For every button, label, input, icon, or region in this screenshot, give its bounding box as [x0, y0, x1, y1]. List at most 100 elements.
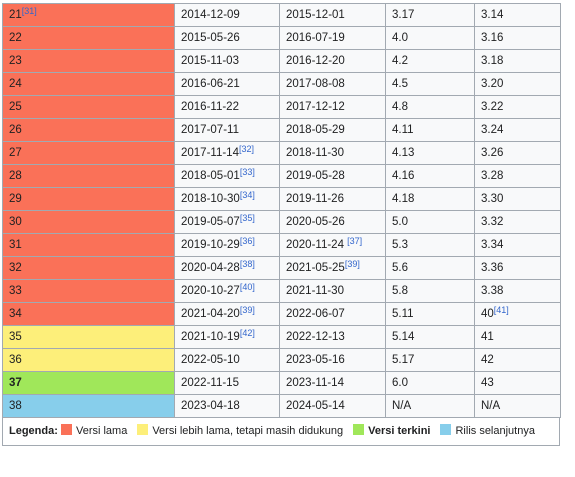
table-cell: 2019-05-28: [279, 164, 386, 188]
table-cell: 4.2: [385, 49, 475, 73]
cell-text: 4.8: [392, 101, 408, 113]
reference-link[interactable]: [31]: [21, 6, 37, 16]
cell-text: 4.13: [392, 147, 415, 159]
table-cell: 5.11: [385, 302, 475, 326]
version-cell: 30: [2, 210, 175, 234]
reference-link[interactable]: [39]: [239, 305, 255, 315]
release-table: 21[31] 2014-12-09 2015-12-01 3.17 3.14 22 2015…: [2, 3, 561, 418]
table-row: 35 2021-10-19[42] 2022-12-13 5.14 41: [2, 325, 561, 349]
table-row: 29 2018-10-30[34] 2019-11-26 4.18 3.30: [2, 187, 561, 211]
cell-text: 3.30: [481, 193, 504, 205]
cell-text: 2020-05-26: [286, 216, 345, 228]
cell-text: 3.18: [481, 55, 504, 67]
cell-text: 37: [9, 377, 22, 389]
table-cell: 2020-10-27[40]: [174, 279, 280, 303]
table-cell: 2022-11-15: [174, 371, 280, 395]
version-cell: 26: [2, 118, 175, 142]
table-cell: 2015-11-03: [174, 49, 280, 73]
table-cell: 2021-11-30: [279, 279, 386, 303]
table-row: 21[31] 2014-12-09 2015-12-01 3.17 3.14: [2, 3, 561, 27]
version-cell: 37: [2, 371, 175, 395]
table-cell: 3.17: [385, 3, 475, 27]
table-cell: 3.14: [474, 3, 561, 27]
reference-link[interactable]: [42]: [239, 328, 255, 338]
table-cell: 3.26: [474, 141, 561, 165]
table-row: 32 2020-04-28[38] 2021-05-25[39] 5.6 3.36: [2, 256, 561, 280]
table-cell: 2017-08-08: [279, 72, 386, 96]
table-cell: 5.0: [385, 210, 475, 234]
table-cell: 4.8: [385, 95, 475, 119]
cell-text: 2020-11-24: [286, 239, 348, 251]
table-cell: 40[41]: [474, 302, 561, 326]
reference-link[interactable]: [33]: [239, 167, 255, 177]
reference-link[interactable]: [41]: [493, 305, 509, 315]
cell-text: 32: [9, 262, 22, 274]
table-cell: 2018-11-30: [279, 141, 386, 165]
table-cell: 4.0: [385, 26, 475, 50]
table-row: 31 2019-10-29[36] 2020-11-24 [37] 5.3 3.34: [2, 233, 561, 257]
cell-text: 5.17: [392, 354, 415, 366]
table-cell: 2016-12-20: [279, 49, 386, 73]
table-cell: 2023-11-14: [279, 371, 386, 395]
table-cell: 2019-05-07[35]: [174, 210, 280, 234]
cell-text: 3.26: [481, 147, 504, 159]
cell-text: 2019-11-26: [286, 193, 344, 205]
cell-text: 30: [9, 216, 22, 228]
table-cell: 2020-05-26: [279, 210, 386, 234]
version-cell: 27: [2, 141, 175, 165]
reference-link[interactable]: [40]: [239, 282, 255, 292]
table-row: 38 2023-04-18 2024-05-14 N/A N/A: [2, 394, 561, 418]
reference-link[interactable]: [38]: [239, 259, 255, 269]
cell-text: 3.14: [481, 9, 504, 21]
reference-link[interactable]: [39]: [344, 259, 360, 269]
cell-text: 40: [481, 308, 494, 320]
cell-text: 2020-04-28: [181, 262, 240, 274]
cell-text: 2023-04-18: [181, 400, 240, 412]
legend-label: Versi lama: [75, 425, 128, 437]
release-table-wrap: 21[31] 2014-12-09 2015-12-01 3.17 3.14 22 2015…: [2, 3, 561, 446]
table-cell: 3.22: [474, 95, 561, 119]
table-cell: 2014-12-09: [174, 3, 280, 27]
table-row: 33 2020-10-27[40] 2021-11-30 5.8 3.38: [2, 279, 561, 303]
table-cell: N/A: [474, 394, 561, 418]
table-cell: 2019-11-26: [279, 187, 386, 211]
version-cell: 28: [2, 164, 175, 188]
table-row: 30 2019-05-07[35] 2020-05-26 5.0 3.32: [2, 210, 561, 234]
cell-text: 2017-08-08: [286, 78, 345, 90]
cell-text: 2024-05-14: [286, 400, 345, 412]
table-cell: 2022-06-07: [279, 302, 386, 326]
table-cell: 2018-05-01[33]: [174, 164, 280, 188]
cell-text: 2023-05-16: [286, 354, 345, 366]
cell-text: 5.3: [392, 239, 408, 251]
cell-text: 5.8: [392, 285, 408, 297]
table-cell: 5.8: [385, 279, 475, 303]
cell-text: 2019-05-07: [181, 216, 240, 228]
cell-text: 2015-11-03: [181, 55, 239, 67]
cell-text: 3.38: [481, 285, 504, 297]
reference-link[interactable]: [36]: [239, 236, 255, 246]
cell-text: 28: [9, 170, 22, 182]
table-cell: 2015-05-26: [174, 26, 280, 50]
table-cell: 3.34: [474, 233, 561, 257]
table-cell: 5.14: [385, 325, 475, 349]
table-cell: 2023-04-18: [174, 394, 280, 418]
cell-text: 23: [9, 55, 22, 67]
cell-text: 33: [9, 285, 22, 297]
table-row: 28 2018-05-01[33] 2019-05-28 4.16 3.28: [2, 164, 561, 188]
cell-text: 2020-10-27: [181, 285, 240, 297]
version-cell: 36: [2, 348, 175, 372]
table-cell: 43: [474, 371, 561, 395]
table-cell: 5.3: [385, 233, 475, 257]
cell-text: 43: [481, 377, 494, 389]
table-cell: 2022-12-13: [279, 325, 386, 349]
table-cell: 4.11: [385, 118, 475, 142]
cell-text: 34: [9, 308, 22, 320]
reference-link[interactable]: [32]: [238, 144, 254, 154]
reference-link[interactable]: [35]: [239, 213, 255, 223]
cell-text: N/A: [481, 400, 501, 412]
reference-link[interactable]: [34]: [239, 190, 255, 200]
cell-text: 2016-11-22: [181, 101, 239, 113]
version-cell: 22: [2, 26, 175, 50]
reference-link[interactable]: [37]: [347, 236, 363, 246]
cell-text: 2021-10-19: [181, 331, 240, 343]
